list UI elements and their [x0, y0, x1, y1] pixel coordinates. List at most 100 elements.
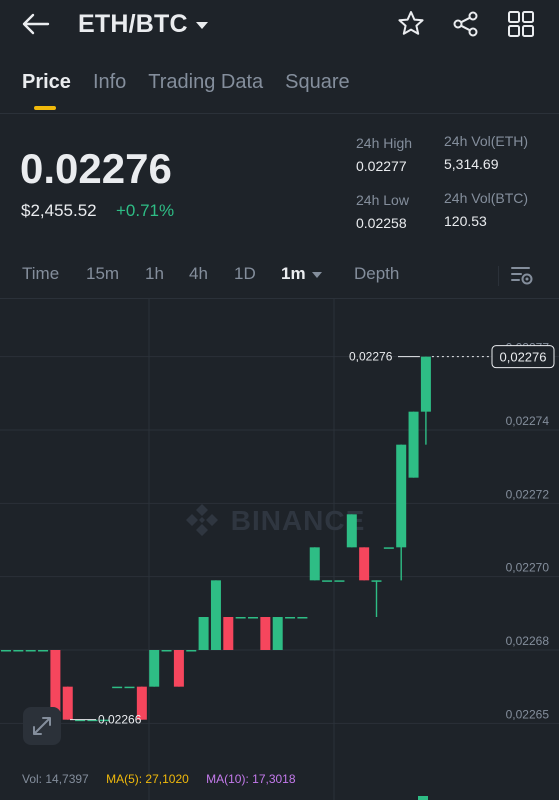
interval-1h[interactable]: 1h — [145, 264, 164, 283]
candle-body — [87, 719, 98, 722]
candle-body — [371, 580, 382, 582]
candle-up — [285, 617, 296, 619]
high-value: 0.02277 — [356, 158, 407, 174]
candle-up — [149, 650, 160, 687]
back-arrow-icon[interactable] — [20, 8, 54, 40]
candlestick-chart[interactable]: BINANCE 0,022770,022740,022720,022700,02… — [0, 298, 559, 800]
low-label: 24h Low — [356, 192, 409, 208]
candle-up — [38, 650, 49, 652]
caret-down-icon — [195, 21, 208, 29]
price-change-percent: +0.71% — [116, 201, 175, 220]
candle-body — [235, 617, 246, 619]
pair-title: ETH/BTC — [78, 9, 188, 38]
candle-up — [161, 650, 172, 652]
y-tick-label: 0,02268 — [506, 634, 550, 648]
candle-down — [136, 686, 147, 720]
candle-up — [346, 514, 357, 548]
vol-btc-label: 24h Vol(BTC) — [444, 190, 529, 206]
candle-up — [1, 650, 11, 652]
candle-up — [210, 580, 221, 650]
candle-body — [285, 617, 296, 619]
candle-body — [173, 650, 184, 687]
y-tick-label: 0,02272 — [506, 487, 550, 501]
star-icon[interactable] — [395, 8, 427, 40]
candle-body — [124, 686, 135, 689]
candle-up — [248, 617, 258, 619]
candle-body — [161, 650, 172, 652]
candle-body — [13, 650, 24, 652]
interval-1m[interactable]: 1m — [281, 264, 322, 284]
vol-eth-value: 5,314.69 — [444, 156, 499, 172]
candle-body — [62, 686, 73, 720]
y-tick-label: 0,02265 — [506, 707, 550, 721]
candle-body — [396, 444, 407, 548]
candle-up — [186, 650, 197, 652]
candle-body — [383, 547, 394, 549]
binance-logo-icon — [186, 504, 218, 536]
expand-icon[interactable] — [23, 707, 61, 745]
interval-1d[interactable]: 1D — [234, 264, 256, 283]
candle-body — [25, 650, 36, 652]
share-icon[interactable] — [450, 8, 482, 40]
candle-up — [25, 650, 36, 652]
tab-price[interactable]: Price — [22, 68, 71, 110]
interval-15m[interactable]: 15m — [86, 264, 120, 283]
candle-body — [309, 547, 320, 581]
fiat-price: $2,455.52 — [21, 201, 97, 220]
candle-body — [186, 650, 197, 652]
grid-menu-icon[interactable] — [505, 8, 537, 40]
chart-settings-icon[interactable] — [509, 262, 535, 288]
current-price-tag-box — [491, 345, 555, 369]
candle-up — [420, 356, 431, 445]
interval-4h[interactable]: 4h — [189, 264, 208, 283]
candle-body — [210, 580, 221, 650]
interval-divider — [498, 266, 499, 286]
watermark: BINANCE — [231, 505, 366, 536]
y-tick-label: 0,02274 — [506, 414, 550, 428]
candle-up — [383, 547, 394, 549]
candle-body — [272, 617, 283, 650]
candle-down — [260, 617, 271, 650]
candle-body — [248, 617, 258, 619]
candle-up — [371, 580, 382, 617]
candle-body — [136, 686, 147, 720]
candle-up — [322, 580, 333, 582]
tab-trading-data[interactable]: Trading Data — [148, 71, 264, 93]
candle-down — [359, 547, 370, 581]
candle-body — [112, 686, 123, 689]
candle-body — [322, 580, 333, 582]
candle-down — [62, 686, 73, 720]
candle-up — [198, 617, 209, 650]
y-tick-label: 0,02270 — [506, 561, 550, 575]
candle-body — [198, 617, 209, 650]
tab-square[interactable]: Square — [285, 71, 350, 93]
candle-up — [99, 719, 110, 722]
interval-depth[interactable]: Depth — [354, 264, 400, 283]
candle-up — [112, 686, 123, 689]
interval-time[interactable]: Time — [22, 264, 60, 283]
candle-up — [272, 617, 283, 650]
last-price: 0.02276 — [20, 145, 172, 192]
vol-btc-value: 120.53 — [444, 213, 487, 229]
vol-eth-label: 24h Vol(ETH) — [444, 133, 529, 149]
candle-up — [13, 650, 24, 652]
low-marker-label: 0,02266 — [98, 713, 142, 727]
candle-up — [235, 617, 246, 619]
top-bar: ETH/BTC — [0, 0, 559, 48]
candle-up — [75, 719, 86, 722]
volume-bar — [418, 796, 428, 800]
pair-selector[interactable]: ETH/BTC — [78, 8, 208, 40]
tab-info[interactable]: Info — [92, 71, 127, 93]
candle-body — [297, 617, 308, 619]
candle-body — [260, 617, 271, 650]
candle-body — [408, 411, 419, 478]
candle-body — [1, 650, 11, 652]
tabs-divider — [0, 113, 559, 114]
candle-body — [346, 514, 357, 548]
candle-body — [75, 719, 86, 722]
low-value: 0.02258 — [356, 215, 407, 231]
candle-up — [309, 547, 320, 581]
volume-value: Vol: 14,7397 — [22, 772, 89, 786]
main-tabs: Price Info Trading Data Square — [22, 68, 350, 110]
